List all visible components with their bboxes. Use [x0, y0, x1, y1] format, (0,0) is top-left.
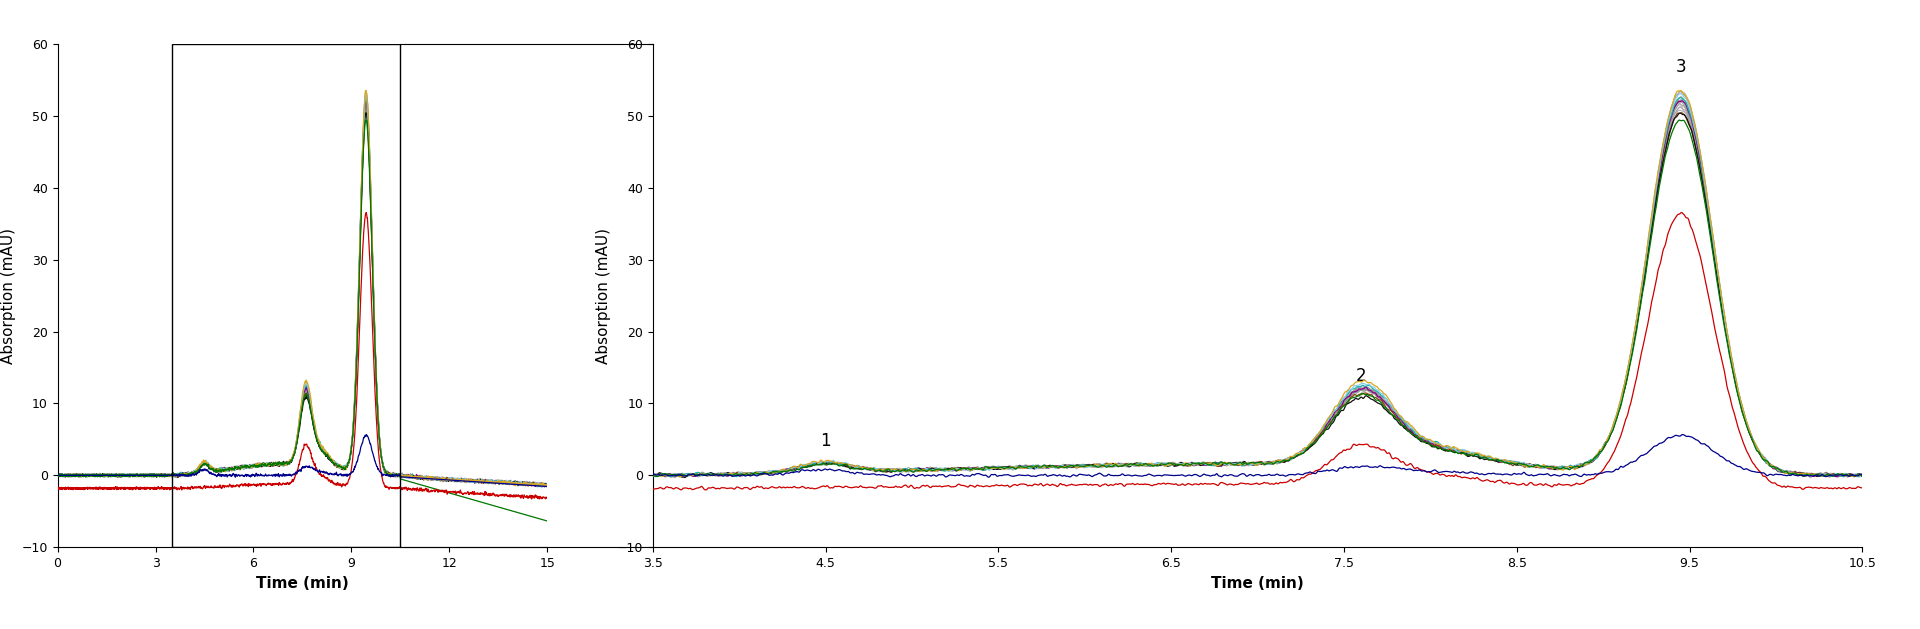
- Text: 1: 1: [820, 432, 831, 450]
- Text: 3: 3: [1676, 58, 1686, 76]
- Y-axis label: Absorption (mAU): Absorption (mAU): [0, 228, 15, 364]
- X-axis label: Time (min): Time (min): [255, 576, 349, 591]
- Text: 2: 2: [1356, 367, 1367, 386]
- Bar: [173, 44, 401, 547]
- Y-axis label: Absorption (mAU): Absorption (mAU): [595, 228, 611, 364]
- X-axis label: Time (min): Time (min): [1212, 576, 1304, 591]
